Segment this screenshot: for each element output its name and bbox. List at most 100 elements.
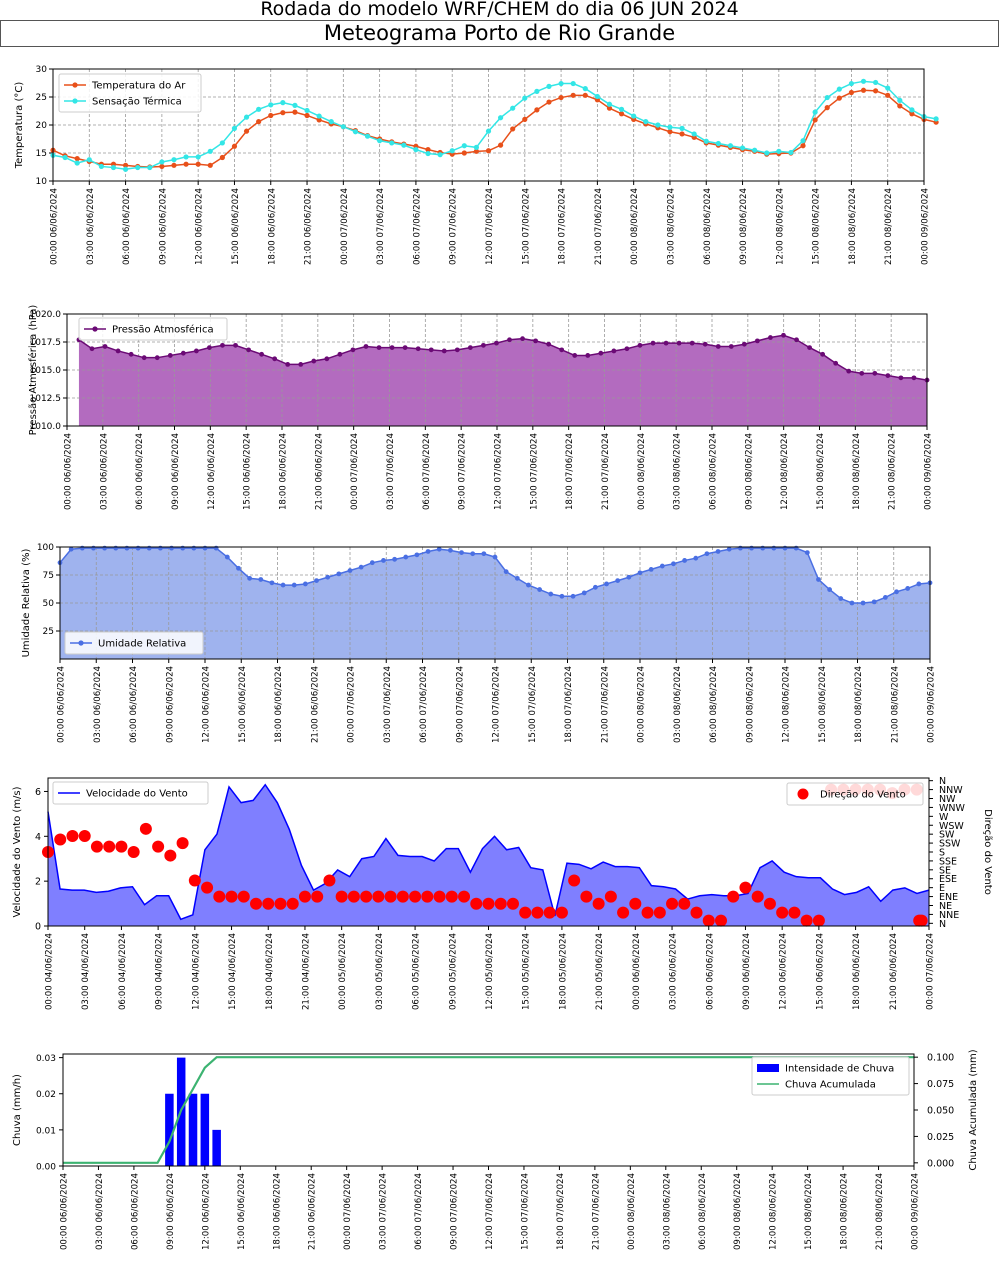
- temperature-point: [195, 154, 201, 160]
- wind-xtick-label: 21:00 05/06/2024: [595, 933, 605, 1010]
- wind-direction-point: [812, 914, 825, 927]
- rain-xtick-label: 15:00 08/06/2024: [804, 1173, 814, 1250]
- pressure-point: [454, 347, 460, 353]
- humidity-point: [492, 554, 498, 560]
- rain-xtick-label: 18:00 06/06/2024: [272, 1173, 282, 1250]
- temperature-xtick-label: 06:00 08/06/2024: [703, 188, 713, 265]
- humidity-point: [68, 546, 74, 552]
- temperature-point: [135, 164, 141, 171]
- temperature-point: [304, 112, 310, 119]
- rain-rtick-label: 0.025: [927, 1132, 954, 1143]
- pressure-point: [898, 375, 904, 381]
- pressure-point: [285, 362, 291, 367]
- pressure-point: [872, 370, 878, 376]
- humidity-point: [905, 586, 911, 591]
- temperature-point: [800, 143, 806, 149]
- pressure-xtick-label: 18:00 07/06/2024: [565, 433, 575, 510]
- temperature-point: [522, 116, 528, 122]
- temperature-legend: [58, 73, 202, 113]
- rain-xtick-label: 18:00 08/06/2024: [840, 1173, 850, 1250]
- rain-xtick-label: 03:00 08/06/2024: [662, 1173, 672, 1250]
- temperature-point: [352, 129, 359, 135]
- temperature-point: [280, 100, 286, 106]
- temperature-point: [885, 85, 891, 91]
- humidity-point: [481, 551, 487, 557]
- humidity-point: [113, 545, 119, 551]
- pressure-point: [167, 353, 173, 358]
- pressure-point: [220, 342, 225, 348]
- humidity-point: [581, 590, 587, 596]
- humidity-point: [648, 567, 654, 572]
- wind-direction-point: [458, 890, 471, 903]
- temperature-xtick-label: 12:00 08/06/2024: [775, 188, 785, 265]
- pressure-area: [78, 335, 927, 426]
- pressure-xtick-label: 15:00 07/06/2024: [529, 433, 539, 510]
- wind-direction-point: [225, 890, 238, 903]
- temperature-xtick-label: 09:00 07/06/2024: [449, 188, 459, 265]
- pressure-point: [298, 362, 304, 367]
- humidity-point: [436, 546, 442, 552]
- temperature-point: [606, 105, 613, 111]
- humidity-point: [793, 545, 799, 551]
- pressure-point: [676, 340, 682, 346]
- pressure-point: [507, 337, 512, 343]
- pressure-xtick-label: 06:00 07/06/2024: [422, 433, 432, 510]
- temperature-point: [909, 107, 915, 113]
- wind-area: [48, 784, 929, 926]
- wind-direction-point: [298, 890, 311, 903]
- wind-series-line: [47, 783, 930, 921]
- temperature-point: [703, 138, 709, 144]
- wind-direction-point: [690, 906, 703, 919]
- temperature-point: [788, 149, 794, 156]
- rain-ytick-label: 0.03: [36, 1054, 56, 1064]
- rain-xtick-label: 21:00 07/06/2024: [591, 1173, 601, 1250]
- rain-rtick-label: 0.000: [927, 1158, 954, 1169]
- temperature-point: [873, 88, 879, 94]
- temperature-xtick-label: 12:00 06/06/2024: [195, 188, 205, 265]
- pressure-point: [859, 370, 865, 376]
- wind-direction-point: [103, 840, 116, 853]
- wind-direction-point: [739, 881, 752, 894]
- pressure-point: [141, 355, 147, 361]
- temperature-point: [510, 105, 516, 111]
- humidity-xtick-label: 21:00 06/06/2024: [310, 666, 320, 743]
- wind-xtick-label: 21:00 06/06/2024: [889, 933, 899, 1010]
- pressure-point: [193, 348, 199, 354]
- pressure-point: [467, 345, 473, 350]
- wind-direction-point: [641, 906, 654, 919]
- temperature-point: [885, 92, 891, 98]
- humidity-point: [771, 545, 777, 551]
- temperature-point: [739, 145, 746, 151]
- humidity-point: [414, 552, 420, 558]
- temperature-point: [473, 144, 480, 150]
- humidity-point: [124, 545, 130, 551]
- temperature-point: [485, 148, 492, 154]
- wind-rtick-label: N: [939, 776, 946, 787]
- humidity-xtick-label: 15:00 07/06/2024: [528, 666, 538, 743]
- humidity-xtick-label: 03:00 07/06/2024: [383, 666, 393, 743]
- wind-direction-point: [568, 874, 581, 887]
- rain-rtick-label: 0.100: [927, 1053, 954, 1064]
- temperature-point: [122, 162, 129, 168]
- pressure-point: [272, 356, 278, 362]
- wind-direction-point: [213, 890, 226, 903]
- temperature-point: [897, 103, 903, 109]
- temperature-point: [812, 117, 818, 123]
- temperature-point: [752, 147, 758, 153]
- rain-xtick-label: 15:00 07/06/2024: [520, 1173, 530, 1250]
- rain-xtick-label: 12:00 07/06/2024: [485, 1173, 495, 1250]
- humidity-xtick-label: 18:00 08/06/2024: [854, 666, 864, 743]
- pressure-point: [520, 336, 525, 342]
- temperature-legend-marker: [72, 82, 78, 88]
- pressure-xtick-label: 15:00 06/06/2024: [243, 433, 253, 510]
- pressure-point: [337, 351, 343, 357]
- humidity-point: [314, 578, 319, 583]
- pressure-point: [728, 344, 734, 349]
- wind-direction-point: [250, 897, 263, 910]
- humidity-point: [548, 591, 554, 597]
- pressure-ytick-label: 1010.0: [30, 422, 62, 432]
- wind-direction-point: [139, 822, 152, 835]
- pressure-point: [741, 341, 747, 347]
- wind-rtick-label: W: [939, 812, 949, 823]
- wind-ylabel: Velocidade do Vento (m/s): [12, 786, 23, 917]
